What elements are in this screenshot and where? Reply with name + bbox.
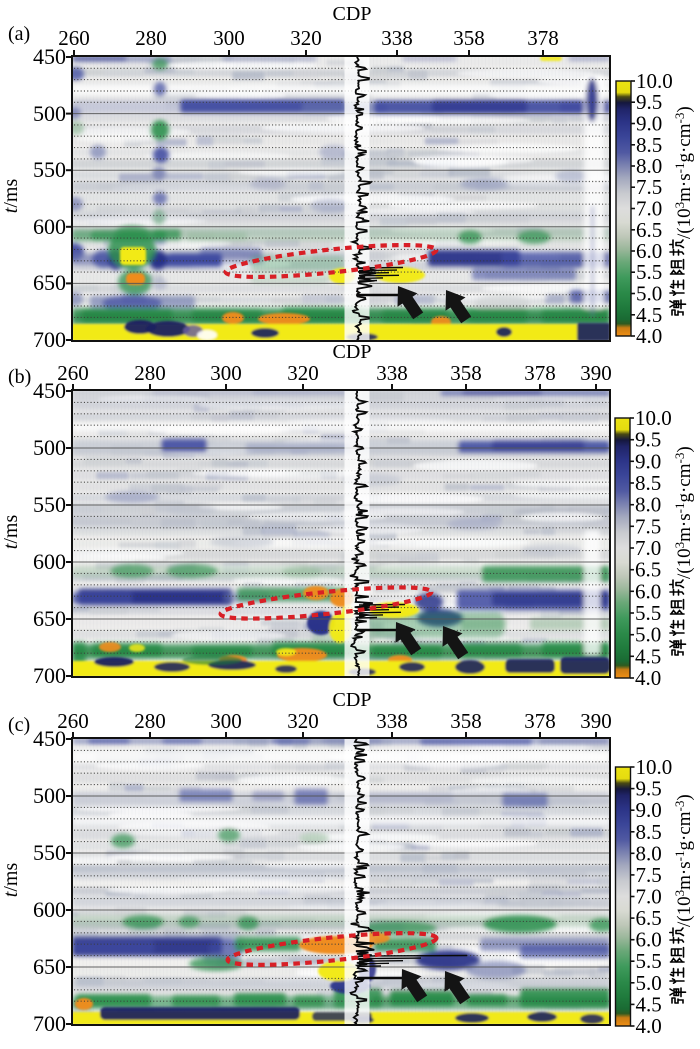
- svg-text:9.0: 9.0: [636, 112, 662, 136]
- svg-text:300: 300: [210, 361, 242, 385]
- svg-text:650: 650: [33, 954, 66, 979]
- svg-text:338: 338: [376, 709, 408, 733]
- svg-text:9.5: 9.5: [636, 90, 662, 114]
- svg-text:6.0: 6.0: [635, 579, 661, 603]
- svg-text:7.0: 7.0: [636, 197, 662, 221]
- svg-text:t/ms: t/ms: [0, 179, 22, 214]
- svg-text:300: 300: [213, 26, 245, 50]
- svg-text:300: 300: [210, 709, 242, 733]
- svg-text:5.0: 5.0: [636, 282, 662, 306]
- svg-text:378: 378: [527, 26, 559, 50]
- svg-text:5.0: 5.0: [635, 623, 661, 647]
- svg-text:700: 700: [33, 327, 66, 352]
- svg-text:9.0: 9.0: [635, 449, 661, 473]
- svg-text:550: 550: [33, 840, 66, 865]
- svg-text:280: 280: [134, 361, 166, 385]
- svg-text:7.5: 7.5: [636, 863, 662, 887]
- svg-text:t/ms: t/ms: [0, 515, 22, 550]
- svg-text:t/ms: t/ms: [0, 863, 22, 898]
- svg-text:320: 320: [287, 709, 319, 733]
- svg-text:390: 390: [580, 361, 612, 385]
- svg-text:650: 650: [33, 606, 66, 631]
- svg-text:5.5: 5.5: [636, 949, 662, 973]
- svg-text:600: 600: [33, 897, 66, 922]
- svg-text:358: 358: [450, 709, 482, 733]
- svg-text:500: 500: [33, 783, 66, 808]
- svg-text:280: 280: [135, 26, 167, 50]
- svg-text:8.0: 8.0: [635, 493, 661, 517]
- svg-text:7.0: 7.0: [636, 885, 662, 909]
- svg-text:4.0: 4.0: [636, 324, 662, 348]
- svg-text:500: 500: [33, 435, 66, 460]
- svg-text:358: 358: [450, 361, 482, 385]
- svg-text:378: 378: [524, 709, 556, 733]
- svg-text:390: 390: [580, 709, 612, 733]
- svg-text:9.0: 9.0: [636, 798, 662, 822]
- svg-text:650: 650: [33, 270, 66, 295]
- svg-text:/(103m·s-1g·cm-3): /(103m·s-1g·cm-3): [672, 106, 695, 239]
- svg-text:260: 260: [57, 709, 89, 733]
- svg-text:6.0: 6.0: [636, 928, 662, 952]
- svg-text:5.0: 5.0: [636, 971, 662, 995]
- svg-text:(c): (c): [8, 714, 30, 736]
- svg-text:450: 450: [33, 378, 66, 403]
- svg-text:8.5: 8.5: [635, 471, 661, 495]
- svg-text:CDP: CDP: [333, 341, 372, 363]
- svg-text:4.0: 4.0: [636, 1014, 662, 1038]
- svg-text:(a): (a): [8, 23, 30, 45]
- svg-text:6.5: 6.5: [635, 558, 661, 582]
- svg-text:7.0: 7.0: [635, 536, 661, 560]
- svg-text:260: 260: [57, 361, 89, 385]
- svg-text:10.0: 10.0: [635, 406, 672, 430]
- svg-text:4.0: 4.0: [635, 666, 661, 690]
- svg-text:8.5: 8.5: [636, 820, 662, 844]
- svg-text:6.5: 6.5: [636, 218, 662, 242]
- svg-text:320: 320: [287, 361, 319, 385]
- svg-text:10.0: 10.0: [636, 755, 673, 779]
- svg-text:6.0: 6.0: [636, 239, 662, 263]
- svg-text:4.5: 4.5: [636, 303, 662, 327]
- svg-text:7.5: 7.5: [635, 514, 661, 538]
- svg-text:260: 260: [58, 26, 90, 50]
- svg-text:550: 550: [33, 492, 66, 517]
- svg-text:CDP: CDP: [333, 689, 372, 711]
- svg-text:8.0: 8.0: [636, 154, 662, 178]
- svg-text:500: 500: [33, 101, 66, 126]
- svg-text:450: 450: [33, 44, 66, 69]
- svg-text:358: 358: [453, 26, 485, 50]
- svg-text:450: 450: [33, 726, 66, 751]
- svg-text:9.5: 9.5: [635, 428, 661, 452]
- svg-text:(b): (b): [8, 366, 31, 388]
- svg-text:338: 338: [376, 361, 408, 385]
- svg-text:378: 378: [524, 361, 556, 385]
- svg-text:320: 320: [290, 26, 322, 50]
- svg-text:8.5: 8.5: [636, 133, 662, 157]
- svg-text:550: 550: [33, 157, 66, 182]
- svg-text:10.0: 10.0: [636, 69, 673, 93]
- svg-text:5.5: 5.5: [635, 601, 661, 625]
- svg-text:280: 280: [134, 709, 166, 733]
- svg-text:700: 700: [33, 1011, 66, 1036]
- svg-text:9.5: 9.5: [636, 777, 662, 801]
- svg-text:700: 700: [33, 663, 66, 688]
- svg-text:CDP: CDP: [333, 3, 372, 25]
- svg-text:338: 338: [381, 26, 413, 50]
- svg-text:600: 600: [33, 214, 66, 239]
- svg-text:4.5: 4.5: [636, 992, 662, 1016]
- svg-text:4.5: 4.5: [635, 644, 661, 668]
- svg-text:8.0: 8.0: [636, 841, 662, 865]
- svg-text:600: 600: [33, 549, 66, 574]
- svg-text:7.5: 7.5: [636, 175, 662, 199]
- svg-text:5.5: 5.5: [636, 260, 662, 284]
- svg-text:6.5: 6.5: [636, 906, 662, 930]
